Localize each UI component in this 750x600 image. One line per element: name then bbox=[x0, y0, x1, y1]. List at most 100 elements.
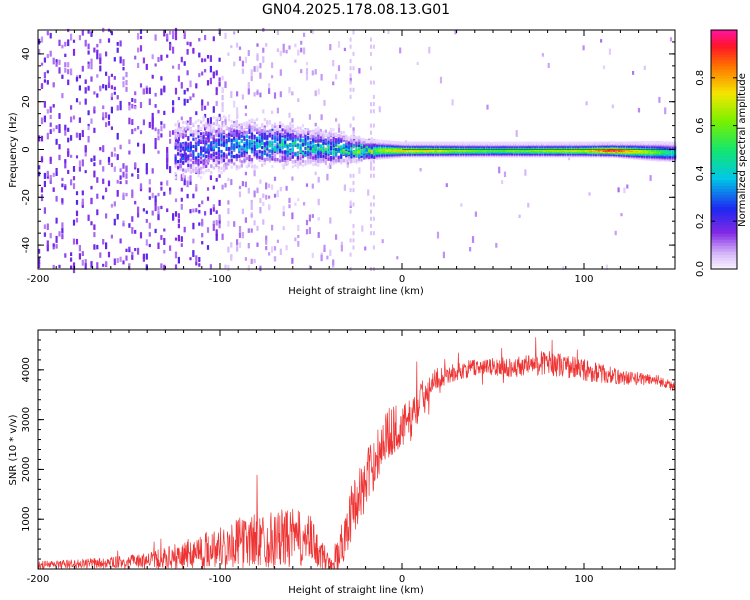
heatmap-cell bbox=[301, 133, 305, 137]
heatmap-cell bbox=[148, 179, 151, 185]
heatmap-cell bbox=[78, 85, 81, 91]
heatmap-cell bbox=[250, 199, 253, 204]
heatmap-cell bbox=[163, 228, 166, 232]
heatmap-cell bbox=[228, 146, 231, 151]
heatmap-cell bbox=[349, 66, 352, 71]
heatmap-cell bbox=[192, 250, 195, 257]
heatmap-cell bbox=[335, 74, 338, 80]
heatmap-cell bbox=[200, 166, 203, 170]
heatmap-cell bbox=[268, 83, 271, 89]
heatmap-cell bbox=[49, 122, 52, 127]
heatmap-cell bbox=[215, 220, 218, 226]
heatmap-cell bbox=[263, 118, 266, 122]
heatmap-cell bbox=[183, 89, 186, 95]
heatmap-cell bbox=[222, 166, 226, 170]
heatmap-cell bbox=[75, 133, 79, 138]
heatmap-cell bbox=[244, 105, 247, 109]
heatmap-cell bbox=[284, 144, 287, 148]
heatmap-cell bbox=[187, 125, 190, 129]
heatmap-cell bbox=[210, 129, 213, 133]
heatmap-cell bbox=[182, 120, 185, 125]
heatmap-cell bbox=[139, 45, 143, 52]
heatmap-cell bbox=[332, 135, 335, 139]
heatmap-cell bbox=[148, 98, 151, 106]
heatmap-cell bbox=[291, 147, 294, 151]
heatmap-cell bbox=[319, 158, 322, 162]
heatmap-cell bbox=[261, 129, 264, 133]
heatmap-cell bbox=[475, 141, 478, 145]
heatmap-cell bbox=[372, 102, 375, 107]
heatmap-cell bbox=[116, 42, 119, 46]
heatmap-cell bbox=[276, 107, 279, 114]
heatmap-cell bbox=[294, 159, 297, 163]
heatmap-cell bbox=[139, 35, 143, 40]
heatmap-cell bbox=[268, 144, 271, 148]
heatmap-cell bbox=[87, 85, 90, 91]
heatmap-cell bbox=[224, 32, 227, 39]
heatmap-cell bbox=[189, 163, 192, 167]
heatmap-cell bbox=[253, 92, 256, 97]
heatmap-cell bbox=[372, 159, 375, 164]
heatmap-cell bbox=[75, 238, 79, 245]
heatmap-cell bbox=[122, 223, 125, 227]
heatmap-cell bbox=[248, 120, 251, 124]
heatmap-cell bbox=[154, 92, 157, 97]
heatmap-cell bbox=[291, 125, 294, 129]
heatmap-cell bbox=[72, 219, 76, 226]
heatmap-cell bbox=[300, 47, 303, 53]
heatmap-cell bbox=[233, 61, 236, 67]
heatmap-cell bbox=[291, 118, 294, 123]
heatmap-cell bbox=[288, 204, 291, 209]
heatmap-cell bbox=[180, 197, 183, 202]
heatmap-cell bbox=[236, 42, 239, 48]
heatmap-cell bbox=[352, 238, 355, 243]
heatmap-cell bbox=[139, 232, 143, 239]
heatmap-cell bbox=[360, 142, 363, 146]
heatmap-cell bbox=[250, 165, 254, 169]
heatmap-cell bbox=[308, 114, 311, 120]
heatmap-cell bbox=[215, 138, 218, 142]
heatmap-cell bbox=[311, 183, 314, 189]
heatmap-cell bbox=[434, 141, 437, 145]
heatmap-cell bbox=[110, 234, 113, 239]
heatmap-cell bbox=[52, 264, 55, 269]
heatmap-cell bbox=[253, 190, 256, 198]
heatmap-cell bbox=[369, 102, 372, 107]
heatmap-cell bbox=[195, 186, 198, 192]
heatmap-cell bbox=[189, 209, 192, 214]
heatmap-cell bbox=[182, 157, 185, 161]
heatmap-cell bbox=[369, 166, 372, 171]
heatmap-cell bbox=[305, 219, 309, 226]
heatmap-cell bbox=[134, 229, 137, 234]
heatmap-cell bbox=[46, 70, 49, 74]
heatmap-cell bbox=[102, 145, 105, 153]
heatmap-cell bbox=[617, 187, 620, 193]
heatmap-cell bbox=[163, 123, 166, 129]
heatmap-cell bbox=[40, 84, 44, 89]
heatmap-cell bbox=[61, 228, 64, 234]
heatmap-cell bbox=[177, 139, 180, 143]
heatmap-cell bbox=[187, 122, 190, 126]
heatmap-cell bbox=[122, 195, 125, 200]
heatmap-cell bbox=[258, 144, 261, 148]
heatmap-cell bbox=[369, 231, 372, 236]
heatmap-cell bbox=[373, 148, 376, 152]
heatmap-cell bbox=[93, 127, 96, 133]
heatmap-cell bbox=[245, 156, 248, 161]
heatmap-cell bbox=[299, 157, 302, 161]
heatmap-cell bbox=[238, 129, 241, 134]
heatmap-cell bbox=[228, 118, 231, 122]
heatmap-cell bbox=[240, 139, 243, 143]
heatmap-cell bbox=[72, 176, 76, 181]
heatmap-cell bbox=[90, 198, 93, 205]
heatmap-cell bbox=[308, 214, 311, 222]
heatmap-cell bbox=[414, 141, 417, 145]
heatmap-cell bbox=[250, 136, 254, 140]
heatmap-cell bbox=[459, 141, 463, 145]
heatmap-cell bbox=[370, 160, 373, 168]
heatmap-cell bbox=[284, 137, 287, 141]
heatmap-cell bbox=[349, 44, 352, 49]
heatmap-cell bbox=[243, 122, 246, 126]
heatmap-cell bbox=[233, 162, 236, 166]
heatmap-cell bbox=[179, 142, 182, 146]
